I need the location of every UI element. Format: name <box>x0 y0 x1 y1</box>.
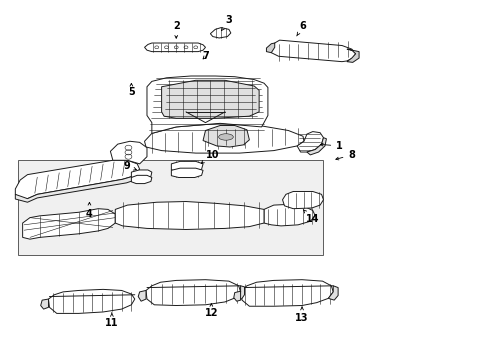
Polygon shape <box>161 80 259 118</box>
Text: 7: 7 <box>202 51 208 61</box>
Polygon shape <box>266 43 274 53</box>
Text: 5: 5 <box>128 84 135 97</box>
Polygon shape <box>110 141 147 164</box>
Polygon shape <box>203 126 249 147</box>
Polygon shape <box>306 138 326 155</box>
Polygon shape <box>282 192 323 209</box>
Text: 3: 3 <box>221 15 232 31</box>
Text: 4: 4 <box>86 202 93 219</box>
Text: 13: 13 <box>295 307 308 323</box>
Polygon shape <box>297 132 323 152</box>
Polygon shape <box>233 291 240 301</box>
Polygon shape <box>171 168 203 177</box>
Polygon shape <box>240 280 332 306</box>
Text: 1: 1 <box>320 141 342 151</box>
Polygon shape <box>147 76 267 134</box>
Text: 2: 2 <box>172 21 179 38</box>
Polygon shape <box>144 43 205 51</box>
Polygon shape <box>144 123 304 153</box>
Ellipse shape <box>218 134 233 140</box>
Text: 11: 11 <box>105 313 119 328</box>
Polygon shape <box>131 170 152 179</box>
Polygon shape <box>41 299 48 309</box>
Polygon shape <box>328 286 337 300</box>
Polygon shape <box>210 28 230 38</box>
Polygon shape <box>18 160 322 255</box>
Polygon shape <box>264 204 315 226</box>
Polygon shape <box>138 291 146 301</box>
Polygon shape <box>22 209 115 239</box>
Polygon shape <box>115 202 264 229</box>
Polygon shape <box>171 161 203 171</box>
Text: 9: 9 <box>123 161 136 171</box>
Polygon shape <box>271 40 355 62</box>
Text: 6: 6 <box>296 21 306 36</box>
Polygon shape <box>15 160 140 199</box>
Polygon shape <box>48 289 135 314</box>
Polygon shape <box>346 49 358 62</box>
Text: 14: 14 <box>303 210 319 224</box>
Polygon shape <box>131 175 152 184</box>
Text: 12: 12 <box>204 303 218 318</box>
Polygon shape <box>146 280 240 306</box>
Polygon shape <box>15 173 142 202</box>
Polygon shape <box>238 286 244 299</box>
Text: 10: 10 <box>201 150 219 163</box>
Text: 8: 8 <box>335 150 354 160</box>
